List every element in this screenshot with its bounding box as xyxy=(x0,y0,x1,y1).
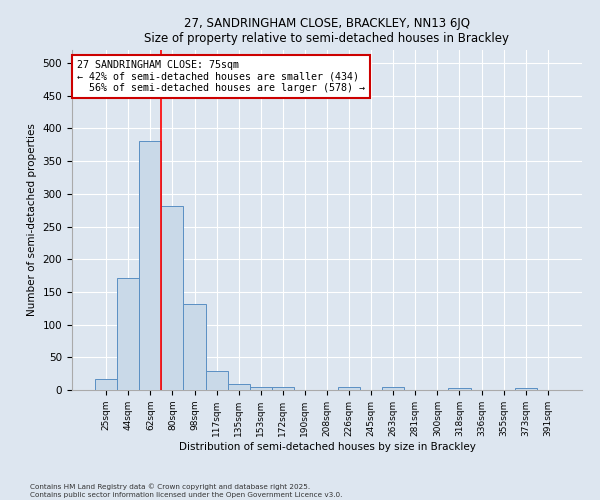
Bar xyxy=(139,141,161,390)
Bar xyxy=(272,388,294,390)
Bar xyxy=(206,371,227,390)
Bar xyxy=(338,386,360,390)
Title: 27, SANDRINGHAM CLOSE, BRACKLEY, NN13 6JQ
Size of property relative to semi-deta: 27, SANDRINGHAM CLOSE, BRACKLEY, NN13 6J… xyxy=(145,16,509,44)
Bar xyxy=(382,388,404,390)
Bar xyxy=(161,206,184,390)
Bar xyxy=(448,388,470,390)
Bar xyxy=(184,304,206,390)
Bar xyxy=(95,379,117,390)
Y-axis label: Number of semi-detached properties: Number of semi-detached properties xyxy=(27,124,37,316)
Bar xyxy=(117,278,139,390)
Text: Contains HM Land Registry data © Crown copyright and database right 2025.
Contai: Contains HM Land Registry data © Crown c… xyxy=(30,484,343,498)
Bar xyxy=(250,386,272,390)
Text: 27 SANDRINGHAM CLOSE: 75sqm
← 42% of semi-detached houses are smaller (434)
  56: 27 SANDRINGHAM CLOSE: 75sqm ← 42% of sem… xyxy=(77,60,365,94)
Bar xyxy=(515,388,537,390)
Bar xyxy=(227,384,250,390)
X-axis label: Distribution of semi-detached houses by size in Brackley: Distribution of semi-detached houses by … xyxy=(179,442,475,452)
